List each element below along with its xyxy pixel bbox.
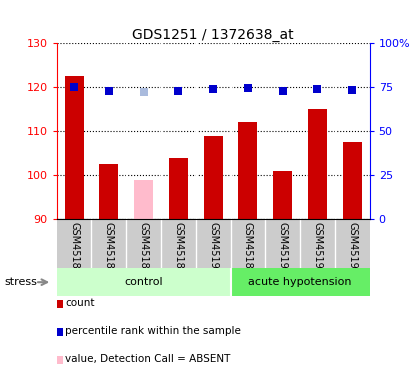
Text: percentile rank within the sample: percentile rank within the sample xyxy=(65,326,241,336)
Text: GSM45191: GSM45191 xyxy=(312,222,323,274)
Bar xyxy=(65,76,84,219)
Text: GSM45187: GSM45187 xyxy=(139,222,149,275)
Bar xyxy=(99,164,118,219)
Text: acute hypotension: acute hypotension xyxy=(248,277,352,287)
Bar xyxy=(308,109,327,219)
Bar xyxy=(204,136,223,219)
Text: control: control xyxy=(124,277,163,287)
Bar xyxy=(134,180,153,219)
Text: GSM45184: GSM45184 xyxy=(69,222,79,274)
Bar xyxy=(169,158,188,219)
Title: GDS1251 / 1372638_at: GDS1251 / 1372638_at xyxy=(132,28,294,42)
Text: stress: stress xyxy=(4,277,37,287)
Bar xyxy=(231,268,370,296)
Bar xyxy=(57,268,231,296)
Text: GSM45186: GSM45186 xyxy=(104,222,114,274)
Text: GSM45193: GSM45193 xyxy=(208,222,218,274)
Bar xyxy=(239,122,257,219)
Text: GSM45188: GSM45188 xyxy=(243,222,253,274)
Bar xyxy=(273,171,292,219)
Text: value, Detection Call = ABSENT: value, Detection Call = ABSENT xyxy=(65,354,231,364)
Text: GSM45189: GSM45189 xyxy=(173,222,184,274)
Bar xyxy=(343,142,362,219)
Text: GSM45192: GSM45192 xyxy=(347,222,357,275)
Text: GSM45190: GSM45190 xyxy=(278,222,288,274)
Text: count: count xyxy=(65,298,94,307)
